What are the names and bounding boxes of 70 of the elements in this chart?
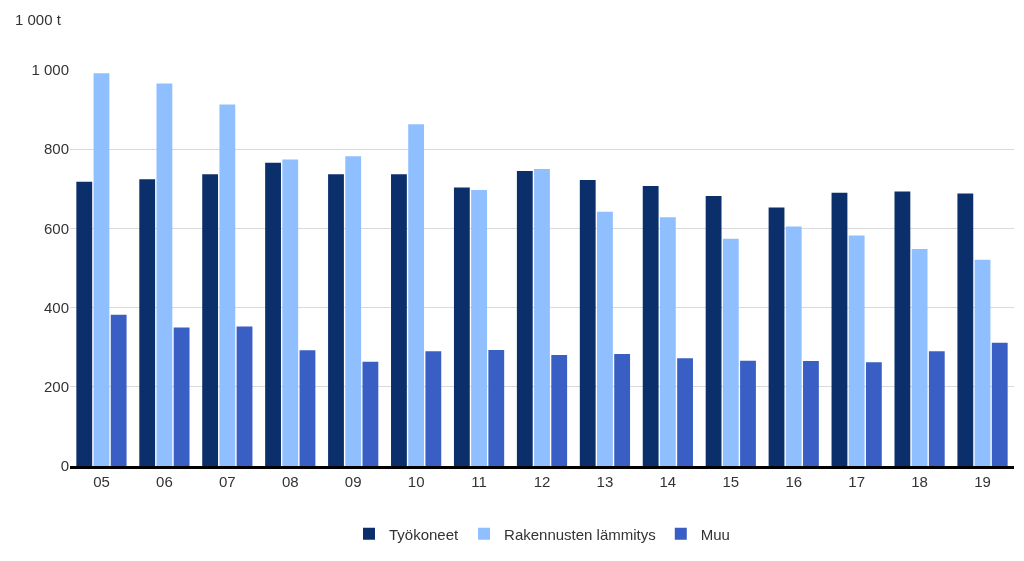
bar <box>597 211 613 466</box>
bar <box>894 191 911 466</box>
y-axis-title: 1 000 t <box>15 11 62 28</box>
bar <box>425 351 442 466</box>
bar <box>93 73 110 466</box>
bar <box>516 170 533 466</box>
y-tick-label: 1 000 <box>31 61 69 79</box>
y-tick-label: 0 <box>60 457 69 475</box>
bar <box>471 189 487 466</box>
bar <box>831 192 848 466</box>
bar <box>139 179 156 466</box>
bar <box>282 159 299 466</box>
bar <box>156 83 173 466</box>
y-tick-label: 200 <box>43 378 69 396</box>
bar <box>974 259 991 466</box>
y-tick-label: 600 <box>43 219 69 237</box>
legend-label: Muu <box>700 525 730 543</box>
bar <box>408 124 425 466</box>
bar <box>803 361 819 466</box>
bar <box>991 342 1008 466</box>
bar <box>677 358 693 466</box>
bar <box>328 174 344 466</box>
x-tick-label: 16 <box>785 473 803 490</box>
bar <box>202 174 219 466</box>
bar <box>928 351 945 466</box>
x-tick-label: 14 <box>659 473 677 490</box>
bar <box>345 156 362 466</box>
bar <box>76 181 93 466</box>
y-tick-label: 400 <box>43 298 69 316</box>
bar <box>265 162 281 466</box>
bar <box>659 217 676 466</box>
x-tick-label: 12 <box>533 473 551 490</box>
bar <box>110 314 127 466</box>
bar <box>453 187 470 466</box>
bar <box>534 169 550 466</box>
legend-label: Rakennusten lämmitys <box>504 525 656 543</box>
bar <box>642 186 659 466</box>
x-tick-label: 19 <box>974 473 991 490</box>
x-tick-label: 06 <box>156 473 173 490</box>
y-tick-label: 800 <box>43 140 69 158</box>
x-tick-label: 15 <box>722 473 740 490</box>
bar <box>614 353 631 466</box>
bar <box>551 355 568 466</box>
bar <box>740 360 756 466</box>
bar <box>362 361 379 466</box>
bar <box>219 104 236 466</box>
x-tick-label: 07 <box>218 473 236 490</box>
x-tick-label: 17 <box>848 473 866 490</box>
bar <box>579 180 596 466</box>
bar <box>488 349 505 466</box>
x-tick-label: 10 <box>407 473 425 490</box>
bar <box>705 195 722 466</box>
bar <box>173 327 190 466</box>
bar <box>785 226 802 466</box>
legend-label: Työkoneet <box>389 525 460 543</box>
bar <box>236 326 253 466</box>
bar <box>722 238 739 466</box>
x-tick-label: 08 <box>281 473 299 490</box>
bar <box>865 362 882 466</box>
x-tick-label: 13 <box>596 473 614 490</box>
bar <box>911 248 928 466</box>
bar <box>848 235 865 466</box>
x-tick-label: 11 <box>471 473 487 490</box>
bar <box>768 207 785 466</box>
x-tick-label: 09 <box>344 473 362 490</box>
x-tick-label: 18 <box>911 473 928 490</box>
bar <box>391 174 407 466</box>
x-tick-label: 05 <box>93 473 110 490</box>
bar <box>299 350 316 466</box>
bar <box>957 193 974 466</box>
